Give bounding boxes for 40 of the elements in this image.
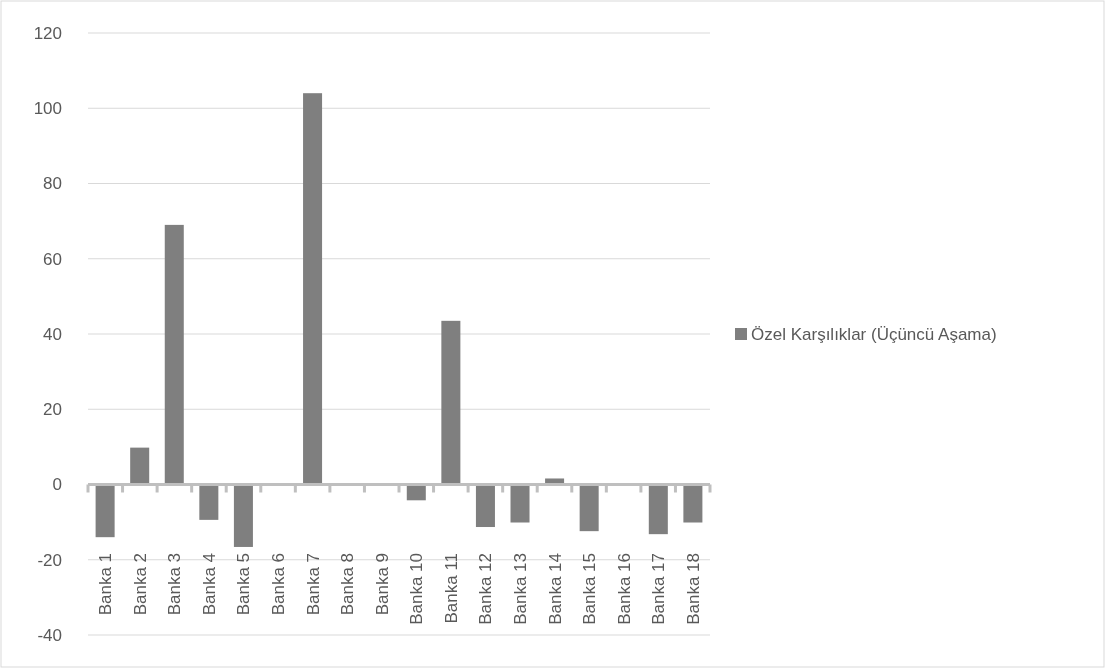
bar [683, 484, 703, 523]
x-tick-label: Banka 14 [545, 552, 565, 625]
x-tick-label: Banka 10 [407, 552, 427, 625]
x-tick-label: Banka 2 [130, 552, 150, 616]
x-tick-label: Banka 16 [614, 552, 634, 625]
x-tick-label: Banka 11 [441, 552, 461, 624]
y-tick-label: 0 [52, 475, 62, 495]
y-tick-label: 20 [43, 400, 62, 420]
x-tick-label: Banka 4 [199, 552, 219, 616]
bar [303, 93, 323, 485]
y-tick-label: -40 [37, 625, 62, 645]
x-tick-label: Banka 17 [649, 552, 669, 625]
y-tick-label: 100 [33, 99, 62, 119]
x-tick-label: Banka 13 [510, 552, 530, 625]
y-tick-label: 40 [43, 324, 62, 344]
x-tick-label: Banka 8 [338, 552, 358, 616]
x-tick-label: Banka 5 [234, 552, 254, 616]
y-tick-label: 60 [43, 249, 62, 269]
bar [95, 484, 115, 538]
x-tick-label: Banka 12 [476, 552, 496, 625]
y-tick-label: 80 [43, 174, 62, 194]
bar [199, 484, 219, 520]
x-tick-label: Banka 1 [96, 552, 116, 616]
bar [648, 484, 668, 535]
y-tick-label: -20 [37, 550, 62, 570]
x-tick-label: Banka 6 [268, 552, 288, 616]
bar [510, 484, 530, 523]
bar [579, 484, 599, 532]
y-tick-label: 120 [33, 23, 62, 43]
x-tick-label: Banka 3 [165, 552, 185, 616]
x-tick-label: Banka 15 [580, 552, 600, 625]
bar [441, 320, 461, 485]
legend-label: Özel Karşılıklar (Üçüncü Aşama) [751, 324, 997, 344]
bar [164, 224, 184, 485]
x-tick-label: Banka 18 [683, 552, 703, 625]
bar [475, 484, 495, 528]
x-tick-label: Banka 7 [303, 552, 323, 616]
x-tick-label: Banka 9 [372, 552, 392, 616]
bar [130, 447, 150, 485]
bar [233, 484, 253, 547]
